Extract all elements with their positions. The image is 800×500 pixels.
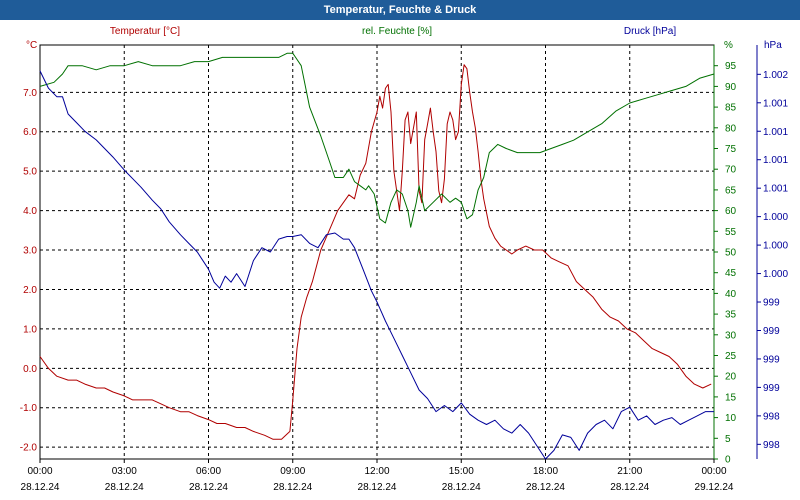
humidity-series-line xyxy=(39,52,715,228)
humidity-tick-label: 50 xyxy=(725,248,737,259)
humidity-tick-label: 80 xyxy=(725,123,737,134)
x-tick-date-label: 29.12.24 xyxy=(695,482,734,493)
temperature-series-line xyxy=(39,64,712,440)
chart-title-bar: Temperatur, Feuchte & Druck xyxy=(0,0,800,21)
x-tick-time-label: 00:00 xyxy=(27,466,52,477)
x-tick-time-label: 12:00 xyxy=(364,466,389,477)
humidity-tick-label: 75 xyxy=(725,144,737,155)
humidity-tick-label: 35 xyxy=(725,310,737,321)
x-tick-date-label: 28.12.24 xyxy=(526,482,565,493)
chart-title: Temperatur, Feuchte & Druck xyxy=(323,4,477,16)
pressure-tick-label: 1.002 xyxy=(763,70,788,81)
temperature-tick-label: -1.0 xyxy=(20,403,38,414)
x-tick-time-label: 00:00 xyxy=(701,466,726,477)
pressure-series-line xyxy=(39,70,714,460)
humidity-tick-label: 40 xyxy=(725,289,737,300)
x-tick-time-label: 06:00 xyxy=(196,466,221,477)
temperature-tick-label: 5.0 xyxy=(23,167,37,178)
temperature-tick-label: 1.0 xyxy=(23,324,37,335)
x-tick-time-label: 18:00 xyxy=(533,466,558,477)
x-tick-time-label: 09:00 xyxy=(280,466,305,477)
temperature-tick-label: 0.0 xyxy=(23,364,37,375)
x-tick-date-label: 28.12.24 xyxy=(442,482,481,493)
x-tick-time-label: 15:00 xyxy=(449,466,474,477)
temperature-unit: °C xyxy=(26,40,37,51)
pressure-tick-label: 999 xyxy=(763,298,780,309)
humidity-tick-label: 65 xyxy=(725,185,737,196)
pressure-tick-label: 1.001 xyxy=(763,155,788,166)
pressure-tick-label: 1.001 xyxy=(763,127,788,138)
humidity-tick-label: 85 xyxy=(725,103,737,114)
humidity-tick-label: 20 xyxy=(725,372,737,383)
humidity-tick-label: 0 xyxy=(725,455,731,466)
humidity-tick-label: 25 xyxy=(725,351,737,362)
pressure-tick-label: 1.000 xyxy=(763,212,788,223)
pressure-tick-label: 1.000 xyxy=(763,269,788,280)
pressure-tick-label: 1.000 xyxy=(763,241,788,252)
temperature-tick-label: -2.0 xyxy=(20,443,38,454)
humidity-tick-label: 10 xyxy=(725,413,737,424)
humidity-tick-label: 45 xyxy=(725,268,737,279)
x-tick-date-label: 28.12.24 xyxy=(610,482,649,493)
temperature-tick-label: 4.0 xyxy=(23,206,37,217)
humidity-tick-label: 90 xyxy=(725,82,737,93)
x-tick-date-label: 28.12.24 xyxy=(189,482,228,493)
x-tick-date-label: 28.12.24 xyxy=(358,482,397,493)
pressure-tick-label: 1.001 xyxy=(763,98,788,109)
x-tick-date-label: 28.12.24 xyxy=(105,482,144,493)
pressure-unit: hPa xyxy=(764,40,782,51)
x-tick-date-label: 28.12.24 xyxy=(21,482,60,493)
pressure-tick-label: 999 xyxy=(763,383,780,394)
pressure-tick-label: 998 xyxy=(763,411,780,422)
humidity-tick-label: 95 xyxy=(725,61,737,72)
humidity-tick-label: 15 xyxy=(725,392,737,403)
humidity-tick-label: 5 xyxy=(725,434,731,445)
temperature-tick-label: 7.0 xyxy=(23,88,37,99)
chart-background xyxy=(0,20,800,500)
humidity-unit: % xyxy=(724,40,733,51)
humidity-tick-label: 70 xyxy=(725,165,737,176)
temperature-tick-label: 2.0 xyxy=(23,285,37,296)
pressure-tick-label: 1.001 xyxy=(763,184,788,195)
pressure-tick-label: 998 xyxy=(763,440,780,451)
humidity-tick-label: 55 xyxy=(725,227,737,238)
pressure-axis-title: Druck [hPa] xyxy=(624,26,676,37)
humidity-tick-label: 60 xyxy=(725,206,737,217)
temperature-tick-label: 3.0 xyxy=(23,246,37,257)
weather-chart: -2.0 -1.0 0.0 1.0 2.0 3.0 4.0 5.0 6.0 7.0 0 5 10 15 2… xyxy=(0,20,800,500)
pressure-tick-label: 999 xyxy=(763,354,780,365)
x-tick-time-label: 03:00 xyxy=(112,466,137,477)
x-tick-date-label: 28.12.24 xyxy=(273,482,312,493)
humidity-axis-title: rel. Feuchte [%] xyxy=(362,26,432,37)
temperature-tick-label: 6.0 xyxy=(23,127,37,138)
temperature-axis-title: Temperatur [°C] xyxy=(110,26,180,37)
pressure-tick-label: 999 xyxy=(763,326,780,337)
humidity-tick-label: 30 xyxy=(725,330,737,341)
x-tick-time-label: 21:00 xyxy=(617,466,642,477)
